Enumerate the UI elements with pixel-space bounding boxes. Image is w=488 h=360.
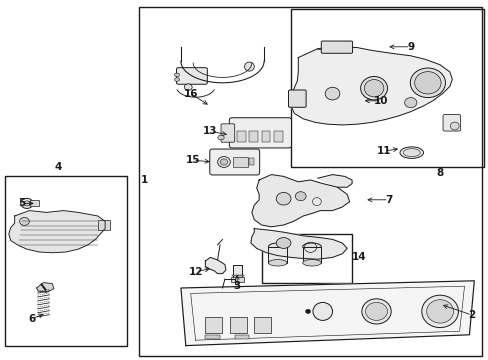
Text: 9: 9 <box>407 42 413 52</box>
Polygon shape <box>37 283 54 292</box>
Ellipse shape <box>24 201 30 206</box>
Polygon shape <box>205 257 225 274</box>
Ellipse shape <box>364 80 383 97</box>
Bar <box>232 157 248 167</box>
Bar <box>268 247 286 263</box>
Ellipse shape <box>20 217 29 225</box>
Text: 2: 2 <box>468 310 474 320</box>
Bar <box>273 131 282 142</box>
Ellipse shape <box>184 84 192 90</box>
Bar <box>254 317 271 333</box>
Ellipse shape <box>220 159 227 165</box>
Ellipse shape <box>361 299 390 324</box>
FancyBboxPatch shape <box>442 114 460 131</box>
Bar <box>261 234 351 283</box>
Ellipse shape <box>244 62 254 71</box>
Bar <box>248 158 253 165</box>
Ellipse shape <box>325 87 339 100</box>
Polygon shape <box>317 175 351 187</box>
Ellipse shape <box>217 157 230 167</box>
Ellipse shape <box>404 98 416 108</box>
Ellipse shape <box>276 238 290 248</box>
Bar <box>234 335 249 339</box>
Text: 13: 13 <box>203 126 217 136</box>
FancyBboxPatch shape <box>229 118 291 148</box>
Ellipse shape <box>268 260 286 266</box>
Bar <box>205 317 222 333</box>
Text: 1: 1 <box>141 175 147 185</box>
Ellipse shape <box>399 147 423 158</box>
Ellipse shape <box>414 72 440 94</box>
Ellipse shape <box>365 302 386 320</box>
Ellipse shape <box>312 302 332 320</box>
Text: 6: 6 <box>28 314 35 324</box>
Polygon shape <box>181 281 473 346</box>
Ellipse shape <box>305 309 310 314</box>
Bar <box>290 9 483 167</box>
FancyBboxPatch shape <box>176 68 207 84</box>
Ellipse shape <box>268 243 286 250</box>
Polygon shape <box>9 211 105 253</box>
Ellipse shape <box>421 295 458 328</box>
Bar <box>237 131 245 142</box>
FancyBboxPatch shape <box>288 90 305 107</box>
FancyBboxPatch shape <box>321 41 352 53</box>
Ellipse shape <box>295 192 305 201</box>
FancyBboxPatch shape <box>209 149 259 175</box>
Ellipse shape <box>360 77 387 100</box>
Text: 15: 15 <box>185 155 200 165</box>
Ellipse shape <box>402 149 419 157</box>
Polygon shape <box>251 175 349 227</box>
Text: 3: 3 <box>233 281 240 291</box>
Ellipse shape <box>174 78 179 81</box>
Ellipse shape <box>174 73 179 77</box>
Text: 7: 7 <box>384 195 392 205</box>
Bar <box>302 247 321 263</box>
Bar <box>249 131 258 142</box>
Polygon shape <box>250 229 346 259</box>
Bar <box>30 200 39 206</box>
Ellipse shape <box>302 243 321 250</box>
Polygon shape <box>290 47 451 125</box>
Text: 5: 5 <box>19 198 25 208</box>
Text: 10: 10 <box>373 96 388 106</box>
Bar <box>231 275 243 276</box>
Bar <box>98 220 110 230</box>
Text: 16: 16 <box>183 89 198 99</box>
Bar <box>229 317 246 333</box>
Bar <box>233 265 242 279</box>
Ellipse shape <box>449 122 458 130</box>
Bar <box>230 277 244 282</box>
Ellipse shape <box>409 68 445 98</box>
Text: 8: 8 <box>436 168 443 178</box>
Ellipse shape <box>20 198 33 208</box>
Text: 4: 4 <box>55 162 62 172</box>
Bar <box>261 131 270 142</box>
Ellipse shape <box>276 192 290 205</box>
Ellipse shape <box>302 260 321 266</box>
Bar <box>205 335 220 339</box>
Text: 11: 11 <box>376 146 390 156</box>
Ellipse shape <box>218 135 224 140</box>
Bar <box>139 7 481 356</box>
Ellipse shape <box>426 300 453 323</box>
Bar <box>5 176 127 346</box>
Text: 12: 12 <box>188 267 203 277</box>
Text: 14: 14 <box>351 252 366 262</box>
FancyBboxPatch shape <box>221 124 234 142</box>
